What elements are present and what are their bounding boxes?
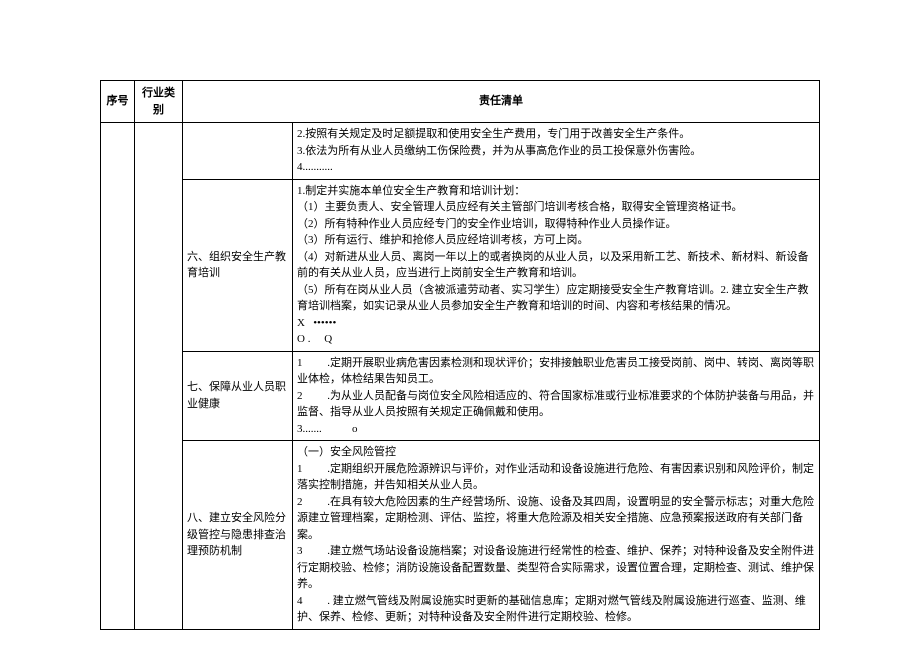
- subcategory-cell: 八、建立安全风险分级管控与隐患排查治理预防机制: [183, 441, 293, 630]
- content-cell: 2.按照有关规定及时足额提取和使用安全生产费用，专门用于改善安全生产条件。 3.…: [293, 123, 820, 180]
- header-category: 行业类别: [135, 81, 183, 123]
- table-row: 六、组织安全生产教育培训 1.制定并实施本单位安全生产教育和培训计划： （1）主…: [101, 179, 820, 351]
- content-cell: 1 .定期开展职业病危害因素检测和现状评价；安排接触职业危害员工接受岗前、岗中、…: [293, 351, 820, 441]
- content-cell: （一）安全风险管控 1 .定期组织开展危险源辨识与评价，对作业活动和设备设施进行…: [293, 441, 820, 630]
- subcategory-cell: [183, 123, 293, 180]
- content-cell: 1.制定并实施本单位安全生产教育和培训计划： （1）主要负责人、安全管理人员应经…: [293, 179, 820, 351]
- responsibility-table: 序号 行业类别 责任清单 2.按照有关规定及时足额提取和使用安全生产费用，专门用…: [100, 80, 820, 630]
- table-row: 2.按照有关规定及时足额提取和使用安全生产费用，专门用于改善安全生产条件。 3.…: [101, 123, 820, 180]
- seq-cell: [101, 123, 135, 630]
- table-row: 七、保障从业人员职业健康 1 .定期开展职业病危害因素检测和现状评价；安排接触职…: [101, 351, 820, 441]
- table-header-row: 序号 行业类别 责任清单: [101, 81, 820, 123]
- subcategory-cell: 六、组织安全生产教育培训: [183, 179, 293, 351]
- category-cell: [135, 123, 183, 630]
- header-list: 责任清单: [183, 81, 820, 123]
- table-row: 八、建立安全风险分级管控与隐患排查治理预防机制 （一）安全风险管控 1 .定期组…: [101, 441, 820, 630]
- header-seq: 序号: [101, 81, 135, 123]
- subcategory-cell: 七、保障从业人员职业健康: [183, 351, 293, 441]
